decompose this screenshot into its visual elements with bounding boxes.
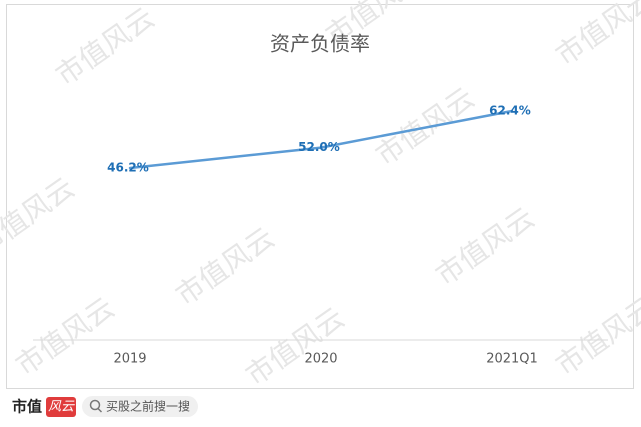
chart-title: 资产负债率 [270,32,370,56]
search-box[interactable] [82,396,198,417]
data-label: 46.2% [107,161,149,175]
x-tick-label: 2021Q1 [486,352,538,367]
line [128,109,514,170]
plot: 2019 2020 2021Q1 46.2% 52.0% 62.4% [107,103,538,366]
x-tick-label: 2020 [304,352,337,367]
brand-mark: 风云 [48,400,75,415]
data-label: 52.0% [298,140,340,154]
chart-frame [6,4,634,389]
data-label: 62.4% [489,103,531,117]
search-text: 买股之前搜一搜 [106,399,190,414]
x-tick-label: 2019 [113,352,146,367]
search-icon-handle [97,407,103,413]
brand: 市值 [12,398,42,416]
footer: 市值 风云 买股之前搜一搜 [12,396,198,417]
search-icon [89,399,101,411]
brand-mark-bg [46,397,76,417]
